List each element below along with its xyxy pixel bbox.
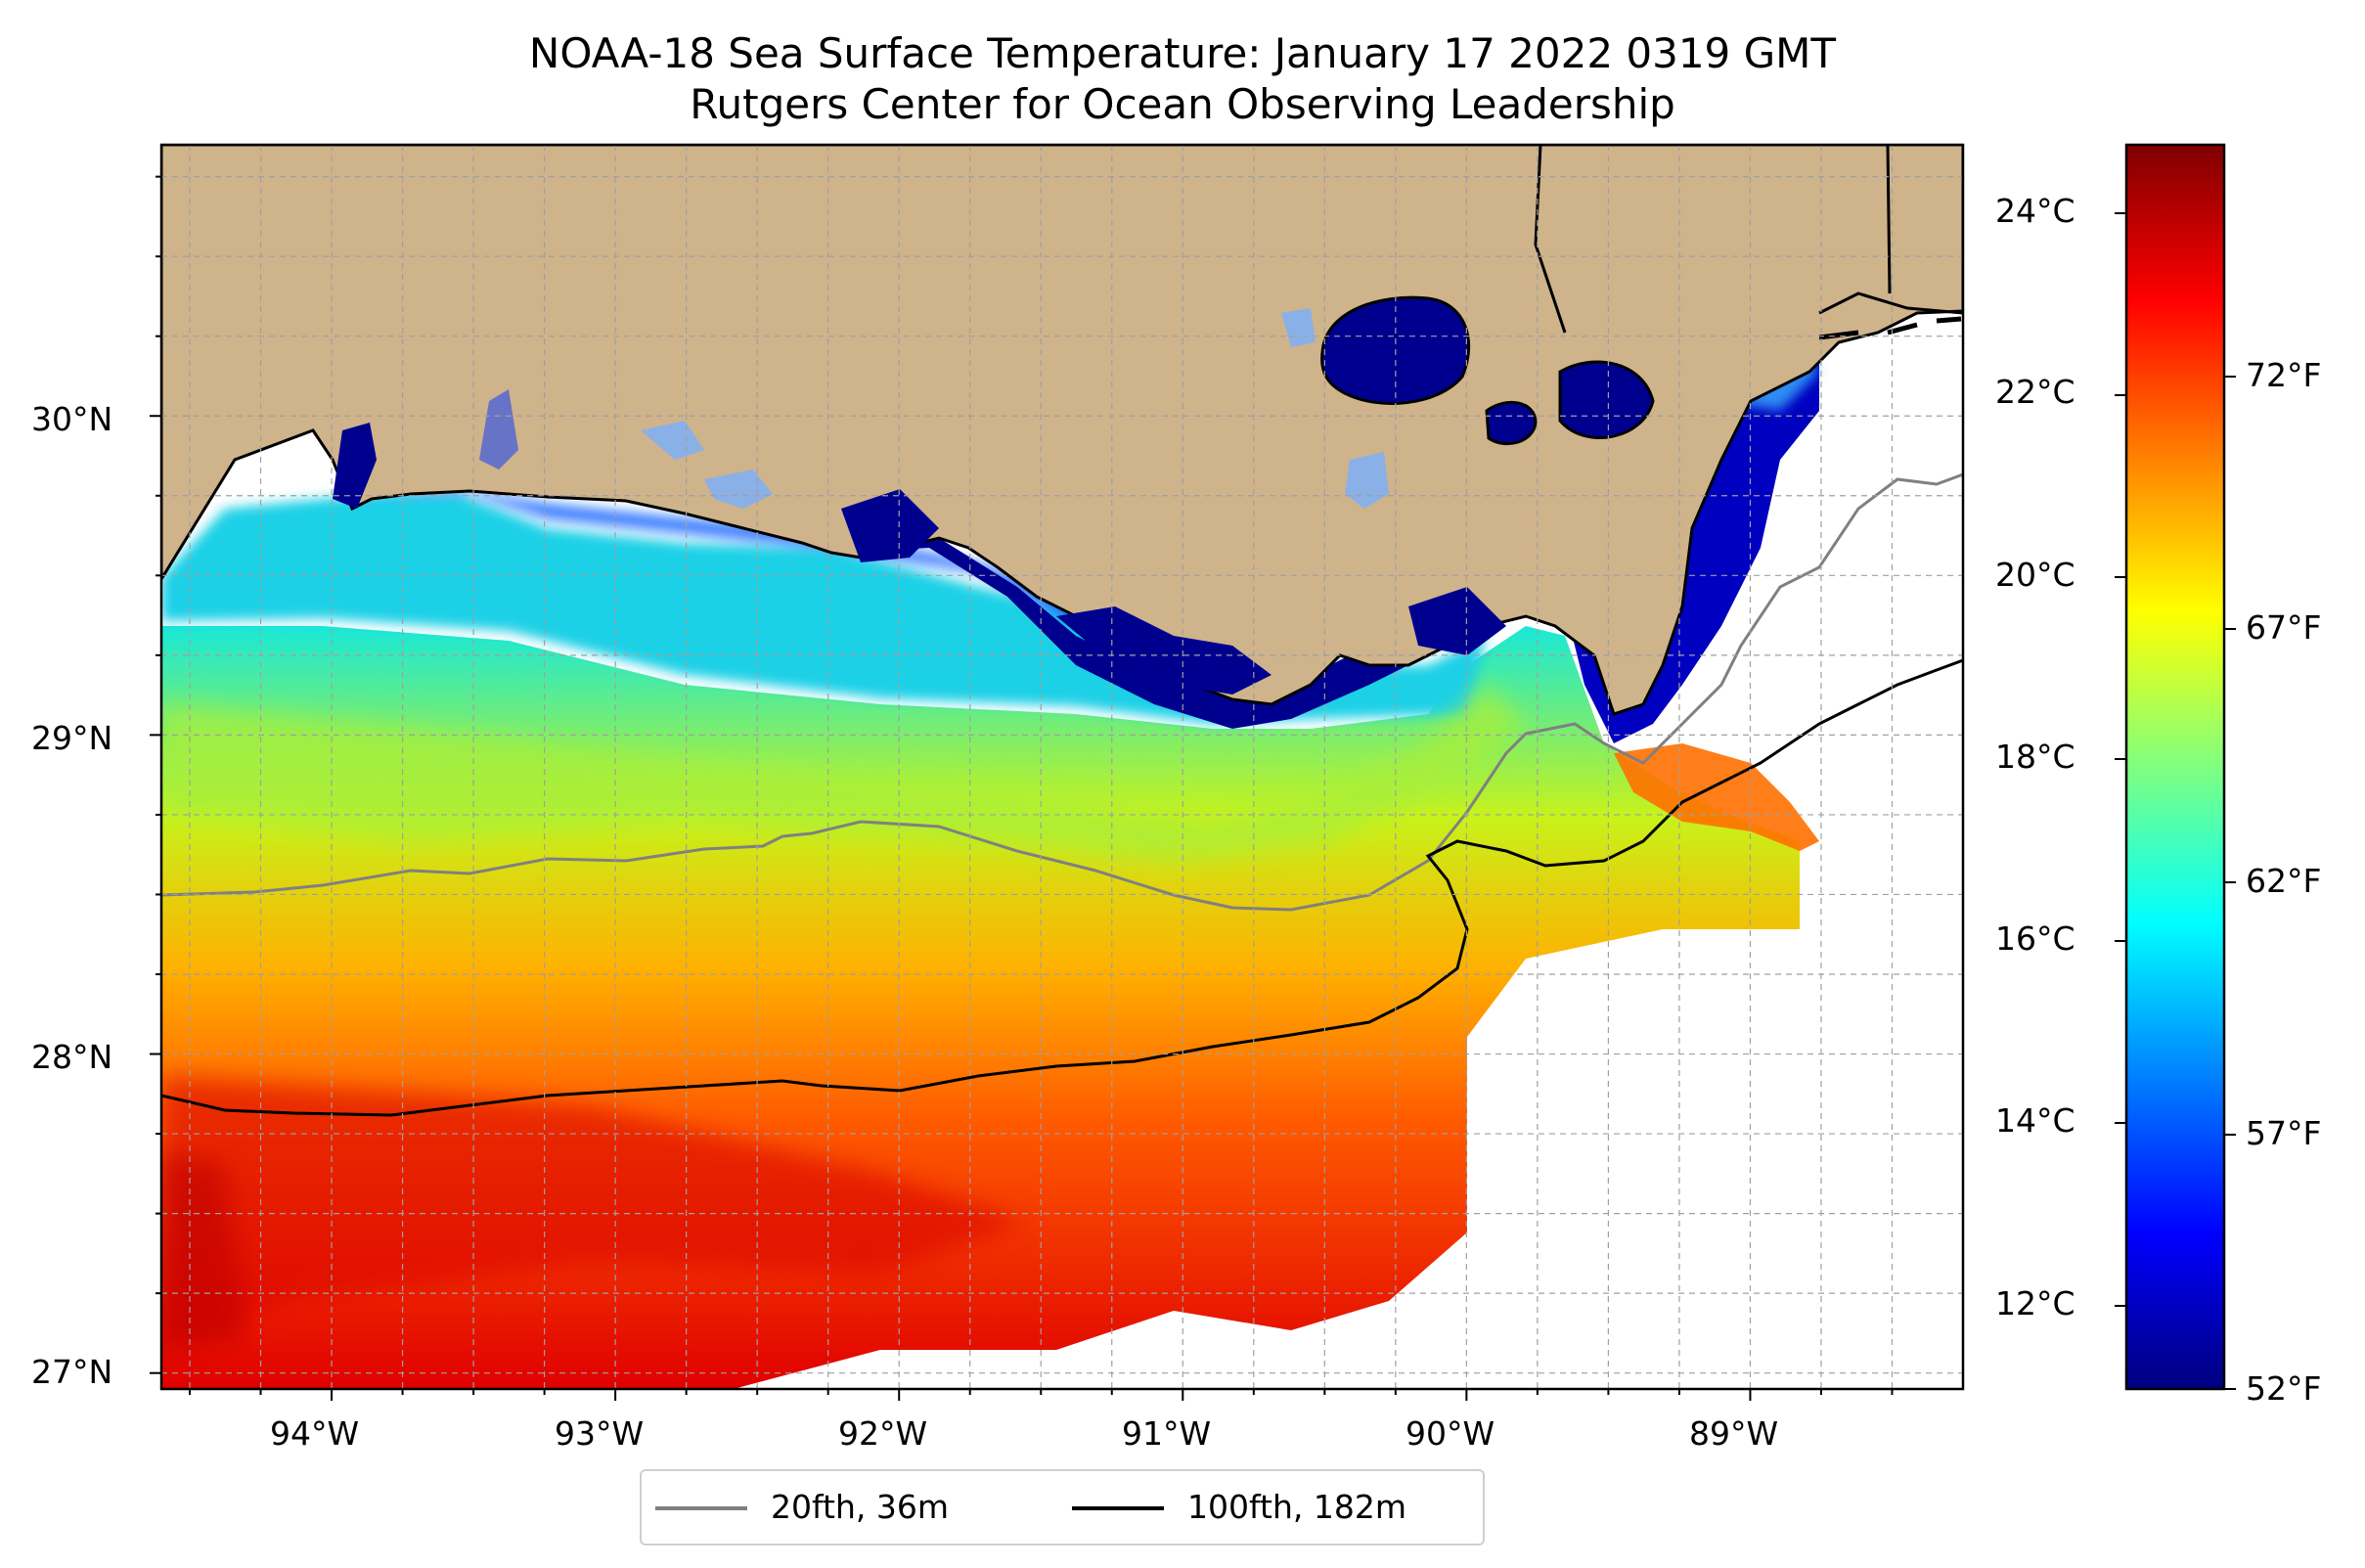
lake-grand xyxy=(641,421,704,460)
lake-borgne xyxy=(1558,360,1655,439)
lake-atchafalaya xyxy=(1281,308,1316,347)
figure-subtitle: Rutgers Center for Ocean Observing Leade… xyxy=(690,80,1675,128)
legend-label-100fth: 100fth, 182m xyxy=(1187,1488,1406,1526)
state-border xyxy=(1534,145,1892,334)
lake-maurepas xyxy=(1485,401,1538,446)
coastline-mississippi xyxy=(1818,291,1963,315)
lon-tick-91w: 91°W xyxy=(1122,1414,1212,1453)
cbar-c-24: 24°C xyxy=(1995,192,2075,230)
lon-tick-90w: 90°W xyxy=(1406,1414,1495,1453)
lat-tick-30n: 30°N xyxy=(31,400,113,438)
cbar-f-67: 67°F xyxy=(2246,608,2322,647)
map-frame xyxy=(159,143,1965,1391)
cbar-c-16: 16°C xyxy=(1995,919,2075,958)
cbar-c-20: 20°C xyxy=(1995,556,2075,594)
colorbar-ticks xyxy=(2115,212,2236,1390)
land-louisiana xyxy=(161,145,1963,716)
cbar-f-52: 52°F xyxy=(2246,1369,2322,1408)
cbar-f-57: 57°F xyxy=(2246,1114,2322,1152)
colorbar xyxy=(2124,143,2226,1391)
cbar-c-22: 22°C xyxy=(1995,373,2075,411)
sst-west-red xyxy=(161,1154,245,1350)
lake-white xyxy=(704,470,773,509)
legend-label-20fth: 20fth, 36m xyxy=(771,1488,949,1526)
lake-sabine xyxy=(479,389,518,470)
isobath-100fth xyxy=(161,658,1963,1117)
isobath-20fth xyxy=(161,472,1963,912)
cbar-c-18: 18°C xyxy=(1995,738,2075,776)
cbar-c-12: 12°C xyxy=(1995,1284,2075,1322)
marsh-plaquemines xyxy=(1408,587,1506,655)
sst-deep-red-band xyxy=(161,1076,1027,1350)
map-ticks xyxy=(150,175,1894,1401)
lat-tick-28n: 28°N xyxy=(31,1038,113,1076)
map-area xyxy=(161,145,1963,1389)
lon-tick-94w: 94°W xyxy=(270,1414,360,1453)
legend-swatch-100fth xyxy=(1072,1506,1164,1510)
marsh-barataria xyxy=(1056,606,1272,694)
lat-tick-27n: 27°N xyxy=(31,1353,113,1391)
figure-title: NOAA-18 Sea Surface Temperature: January… xyxy=(528,29,1837,77)
cbar-c-14: 14°C xyxy=(1995,1101,2075,1140)
lon-tick-92w: 92°W xyxy=(838,1414,928,1453)
isobath-legend: 20fth, 36m 100fth, 182m xyxy=(640,1469,1485,1546)
map-gridlines xyxy=(161,145,1963,1389)
lake-calcasieu xyxy=(333,423,377,509)
cbar-f-62: 62°F xyxy=(2246,862,2322,900)
marsh-terrebonne xyxy=(841,489,939,562)
lon-tick-89w: 89°W xyxy=(1689,1414,1779,1453)
sst-mid-band xyxy=(161,685,1526,861)
sst-mississippi-plume xyxy=(1614,743,1819,851)
lon-tick-93w: 93°W xyxy=(555,1414,645,1453)
lake-verret xyxy=(1345,452,1389,509)
legend-swatch-20fth xyxy=(655,1506,747,1510)
cbar-f-72: 72°F xyxy=(2246,356,2322,394)
lat-tick-29n: 29°N xyxy=(31,719,113,757)
